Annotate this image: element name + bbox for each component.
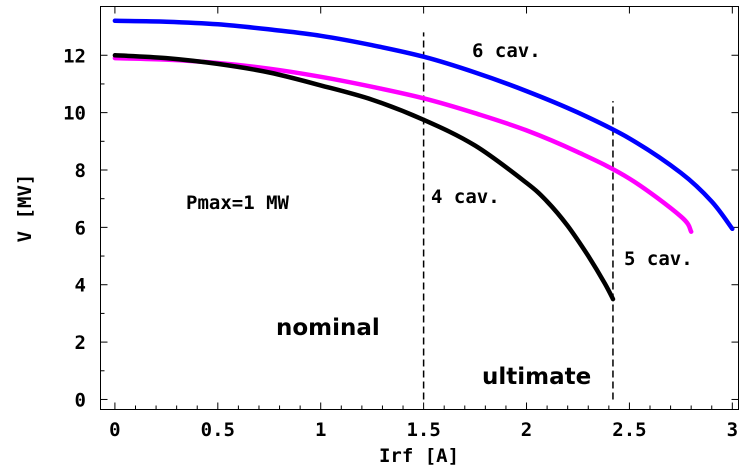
x-tick-label: 2 [521,419,532,441]
y-tick-label: 4 [75,275,86,297]
y-tick-label: 2 [75,332,86,354]
label-6-cav: 6 cav. [472,40,541,62]
label-pmax: Pmax=1 MW [186,192,290,214]
series-line [112,53,616,302]
label-ultimate: ultimate [482,364,591,390]
x-tick-label: 1 [315,419,326,441]
x-tick-label: 0.5 [201,419,235,441]
series-line [112,18,735,232]
marker-lines [422,32,614,400]
y-axis-label: V [MV] [14,174,36,243]
y-tick-label: 0 [75,389,86,411]
y-tick-label: 6 [75,217,86,239]
label-5-cav: 5 cav. [624,248,693,270]
x-tick-label: 2.5 [612,419,646,441]
y-tick-label: 10 [63,103,86,125]
y-tick-label: 8 [75,160,86,182]
label-4-cav: 4 cav. [431,186,500,208]
x-axis-label: Irf [A] [379,445,459,467]
series-group [112,18,735,302]
x-tick-label: 3 [727,419,738,441]
y-tick-label: 12 [63,45,86,67]
x-axis-ticks: 0 0.5 1 1.5 2 2.5 3 [109,6,738,441]
plot-frame [100,6,739,410]
label-nominal: nominal [276,315,380,341]
y-axis-ticks: 0 2 4 6 8 10 12 [63,45,739,411]
x-tick-label: 0 [109,419,120,441]
x-tick-label: 1.5 [406,419,440,441]
